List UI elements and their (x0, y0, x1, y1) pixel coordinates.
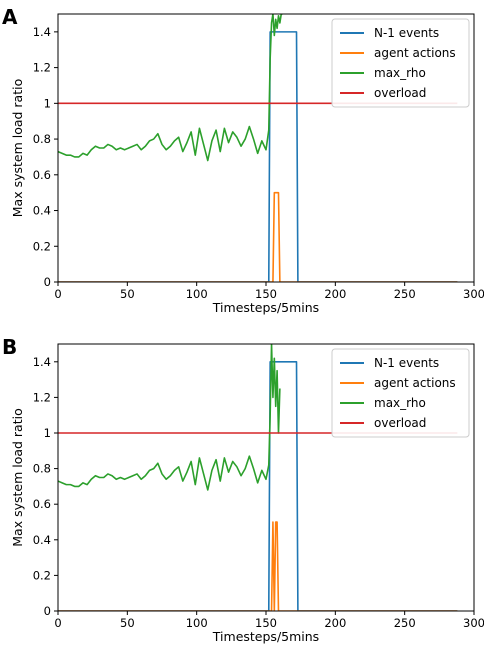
y-tick-label: 1.2 (33, 61, 51, 75)
legend: N-1 events agent actions max_rho overload (331, 348, 470, 438)
y-tick-label: 0.4 (33, 533, 51, 547)
x-tick-label: 150 (255, 287, 277, 301)
legend: N-1 events agent actions max_rho overload (331, 18, 470, 108)
legend-box (331, 18, 470, 108)
panel-letter: A (2, 5, 18, 29)
legend-label: overload (374, 416, 426, 430)
x-tick-label: 50 (120, 616, 135, 630)
x-tick-label: 250 (394, 287, 416, 301)
x-tick-label: 250 (394, 616, 416, 630)
y-tick-label: 0 (44, 604, 51, 618)
x-tick-label: 100 (186, 616, 208, 630)
legend-label: N-1 events (374, 26, 439, 40)
legend-label: agent actions (374, 376, 456, 390)
y-tick-label: 0.6 (33, 168, 51, 182)
x-axis-label: Timesteps/5mins (212, 629, 319, 644)
y-tick-label: 1 (44, 96, 51, 110)
x-tick-label: 300 (463, 287, 484, 301)
n1-events-line (58, 31, 458, 282)
y-tick-label: 1.4 (33, 355, 51, 369)
y-tick-label: 0.8 (33, 132, 51, 146)
legend-label: agent actions (374, 46, 456, 60)
legend-label: max_rho (374, 66, 426, 80)
y-tick-label: 0 (44, 275, 51, 289)
chart-panel-b: B 0 50 100 150 200 250 300 0 0.2 0.4 0.6 0.8 1 1.2 1.4 T… (2, 335, 484, 644)
x-tick-label: 50 (120, 287, 135, 301)
x-tick-label: 100 (186, 287, 208, 301)
x-tick-label: 150 (255, 616, 277, 630)
y-tick-label: 0.4 (33, 204, 51, 218)
x-tick-label: 200 (324, 287, 346, 301)
legend-label: N-1 events (374, 356, 439, 370)
legend-box (331, 348, 470, 438)
max-rho-line (58, 14, 283, 162)
agent-actions-line (58, 521, 458, 611)
max-rho-line (58, 344, 281, 491)
panel-letter: B (2, 335, 17, 359)
y-tick-label: 0.2 (33, 568, 51, 582)
y-axis-label: Max system load ratio (10, 79, 25, 218)
x-tick-label: 0 (54, 287, 61, 301)
y-tick-label: 0.2 (33, 239, 51, 253)
legend-label: max_rho (374, 396, 426, 410)
x-tick-label: 300 (463, 616, 484, 630)
x-tick-label: 0 (54, 616, 61, 630)
n1-events-line (58, 360, 458, 611)
x-axis-label: Timesteps/5mins (212, 300, 319, 315)
x-tick-label: 200 (324, 616, 346, 630)
y-tick-label: 1.4 (33, 25, 51, 39)
y-tick-label: 1 (44, 426, 51, 440)
legend-label: overload (374, 86, 426, 100)
y-tick-label: 0.8 (33, 462, 51, 476)
y-tick-label: 0.6 (33, 497, 51, 511)
agent-actions-line (58, 191, 458, 282)
y-tick-label: 1.2 (33, 390, 51, 404)
chart-panel-a: A 0 50 100 150 200 250 300 0 0.2 0.4 0.6 0.8 1 1.2 1.4 T… (2, 5, 484, 315)
y-axis-label: Max system load ratio (10, 408, 25, 547)
